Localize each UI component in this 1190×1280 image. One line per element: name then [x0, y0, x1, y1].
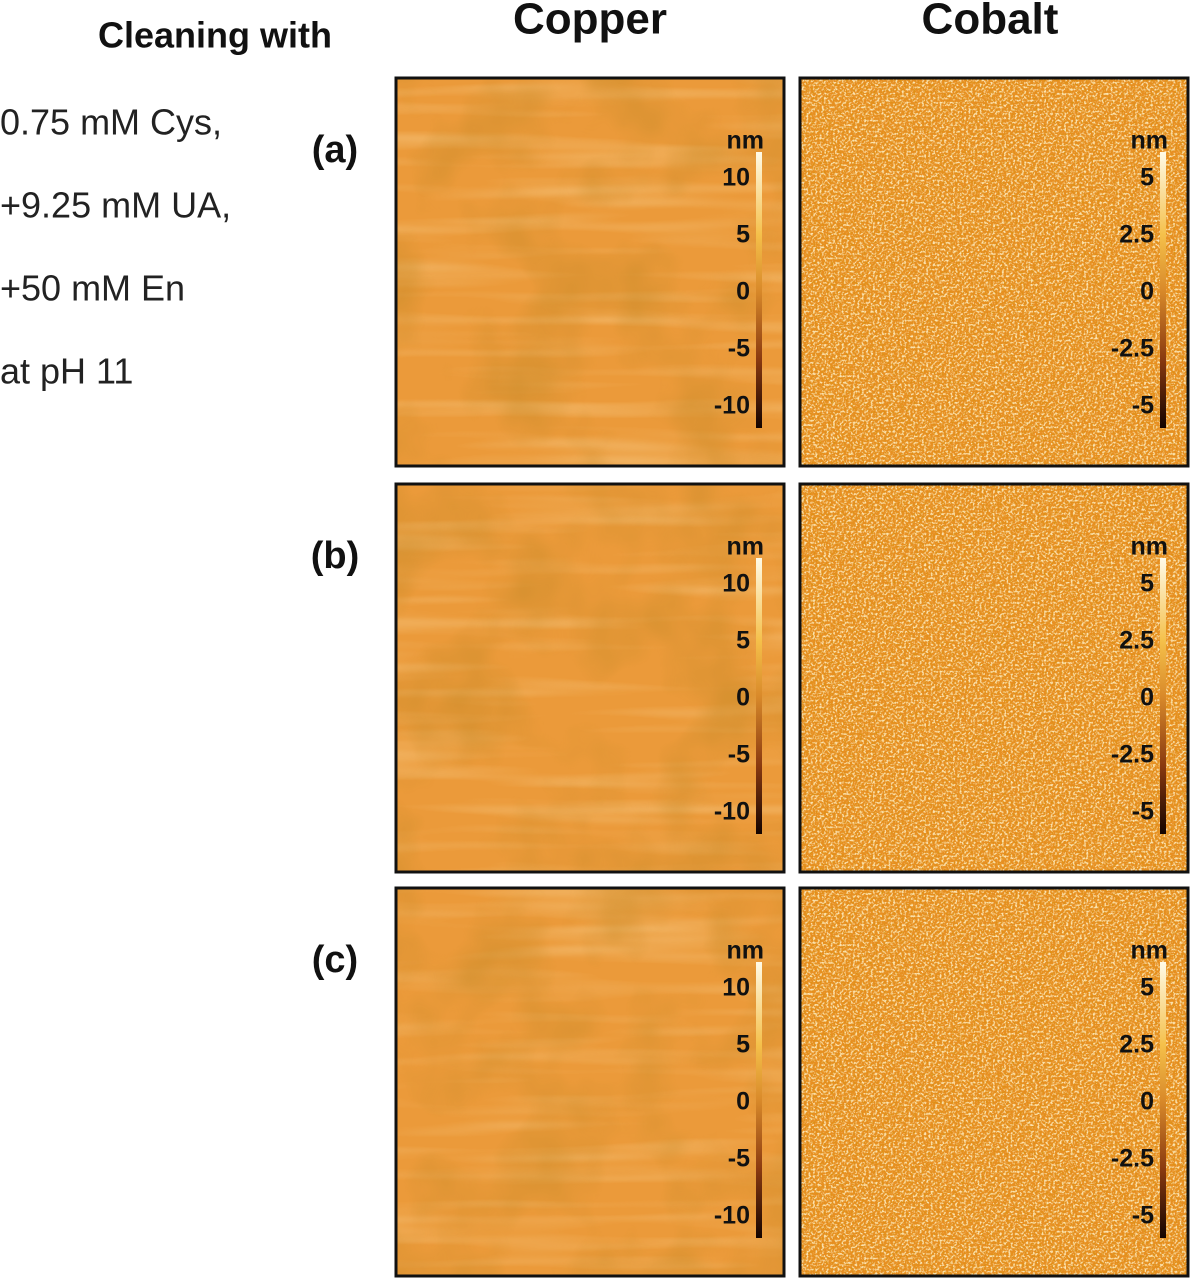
- afm-panel: nm 10 5 0 -5 -10: [394, 886, 786, 1278]
- colorbar: [756, 962, 762, 1238]
- colorbar-unit: nm: [727, 937, 765, 965]
- row-label: (c): [312, 939, 358, 981]
- colorbar-unit: nm: [727, 533, 765, 561]
- row-label: (b): [311, 535, 360, 577]
- afm-panel: nm 5 2.5 0 -2.5 -5: [798, 76, 1190, 468]
- panel-border: [394, 76, 786, 468]
- colorbar: [756, 152, 762, 428]
- colorbar: [1160, 152, 1166, 428]
- afm-panel: nm 5 2.5 0 -2.5 -5: [798, 886, 1190, 1278]
- panel-border: [798, 76, 1190, 468]
- condition-line: at pH 11: [0, 351, 133, 392]
- colorbar-tick-label: 0: [1140, 278, 1154, 306]
- colorbar-tick-label: -2.5: [1111, 1145, 1154, 1173]
- texture: [800, 888, 1188, 1276]
- texture: [396, 78, 784, 466]
- colorbar-tick-label: 0: [736, 278, 750, 306]
- panel-border: [798, 886, 1190, 1278]
- condition-line: +9.25 mM UA,: [0, 185, 231, 226]
- column-header: Cobalt: [922, 0, 1059, 44]
- colorbar-tick-label: 5: [1140, 164, 1154, 192]
- row-label: (a): [312, 129, 358, 171]
- condition-line: +50 mM En: [0, 268, 185, 309]
- texture: [800, 484, 1188, 872]
- colorbar-tick-label: 5: [736, 1031, 750, 1059]
- colorbar: [756, 558, 762, 834]
- colorbar-tick-label: 2.5: [1119, 1031, 1154, 1059]
- colorbar: [1160, 962, 1166, 1238]
- colorbar-tick-label: -5: [1132, 392, 1154, 420]
- colorbar-tick-label: 0: [1140, 684, 1154, 712]
- column-header: Copper: [513, 0, 667, 44]
- texture: [396, 888, 784, 1276]
- colorbar-tick-label: 2.5: [1119, 627, 1154, 655]
- texture: [800, 78, 1188, 466]
- colorbar-tick-label: -5: [1132, 1202, 1154, 1230]
- title: Cleaning with: [98, 15, 332, 56]
- panel-border: [798, 482, 1190, 874]
- colorbar-unit: nm: [1131, 127, 1169, 155]
- colorbar-tick-label: 5: [1140, 570, 1154, 598]
- colorbar-tick-label: 5: [736, 627, 750, 655]
- condition-line: 0.75 mM Cys,: [0, 102, 222, 143]
- colorbar-unit: nm: [1131, 533, 1169, 561]
- colorbar-unit: nm: [1131, 937, 1169, 965]
- panel-border: [394, 886, 786, 1278]
- afm-panel: nm 10 5 0 -5 -10: [394, 482, 786, 874]
- colorbar-tick-label: 0: [736, 1088, 750, 1116]
- colorbar-tick-label: -5: [728, 335, 750, 363]
- colorbar-tick-label: -5: [1132, 798, 1154, 826]
- colorbar-tick-label: -10: [714, 798, 750, 826]
- texture: [396, 484, 784, 872]
- colorbar-tick-label: -10: [714, 1202, 750, 1230]
- colorbar-tick-label: 10: [722, 570, 750, 598]
- colorbar-unit: nm: [727, 127, 765, 155]
- afm-panel: nm 10 5 0 -5 -10: [394, 76, 786, 468]
- colorbar-tick-label: -2.5: [1111, 335, 1154, 363]
- colorbar-tick-label: -10: [714, 392, 750, 420]
- colorbar-tick-label: 0: [736, 684, 750, 712]
- afm-panel: nm 5 2.5 0 -2.5 -5: [798, 482, 1190, 874]
- colorbar: [1160, 558, 1166, 834]
- colorbar-tick-label: 0: [1140, 1088, 1154, 1116]
- colorbar-tick-label: 10: [722, 164, 750, 192]
- colorbar-tick-label: 2.5: [1119, 221, 1154, 249]
- colorbar-tick-label: 5: [1140, 974, 1154, 1002]
- panel-border: [394, 482, 786, 874]
- colorbar-tick-label: -5: [728, 741, 750, 769]
- colorbar-tick-label: -2.5: [1111, 741, 1154, 769]
- colorbar-tick-label: -5: [728, 1145, 750, 1173]
- colorbar-tick-label: 5: [736, 221, 750, 249]
- colorbar-tick-label: 10: [722, 974, 750, 1002]
